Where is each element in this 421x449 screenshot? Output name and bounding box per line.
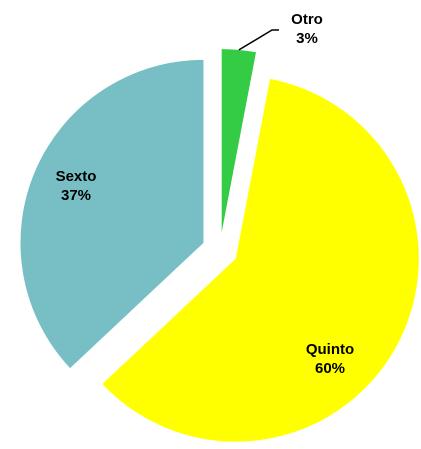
slice-label: Sexto (56, 168, 97, 185)
leader-line (238, 29, 279, 51)
slice-value-label: 37% (61, 187, 91, 204)
pie-slice (20, 59, 204, 369)
pie-slice (102, 78, 419, 442)
pie-slice (221, 49, 256, 233)
slice-label: Otro (291, 11, 323, 28)
slice-value-label: 3% (296, 30, 318, 47)
slice-value-label: 60% (315, 360, 345, 377)
slice-label: Quinto (306, 341, 354, 358)
